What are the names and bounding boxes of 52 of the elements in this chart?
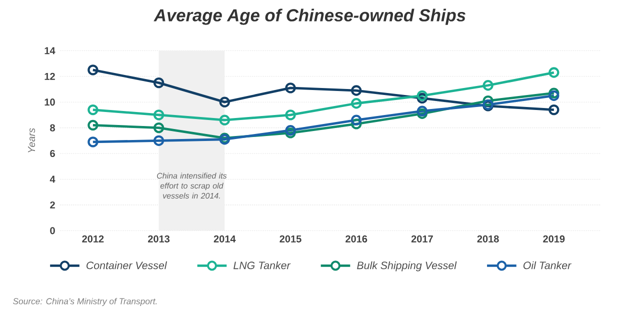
- y-tick-label: 10: [44, 98, 55, 106]
- x-tick-label: 2017: [411, 235, 433, 242]
- point: [548, 90, 560, 101]
- point: [416, 90, 428, 101]
- point: [88, 64, 98, 76]
- point: [153, 135, 164, 146]
- x-tick-label: 2016: [346, 235, 368, 242]
- y-tick-label: 14: [44, 47, 56, 54]
- x-tick-label: 2019: [543, 235, 565, 242]
- y-tick-label: 2: [50, 201, 55, 208]
- point: [548, 88, 560, 98]
- legend-label: Container Vessel: [86, 261, 168, 270]
- point: [351, 114, 362, 126]
- point: [482, 95, 494, 106]
- point: [88, 104, 98, 116]
- point: [219, 114, 230, 126]
- point: [285, 125, 296, 136]
- point: [219, 96, 230, 108]
- point: [285, 110, 296, 120]
- x-tick-label: 2014: [214, 235, 236, 242]
- point: [88, 136, 98, 148]
- x-tick-label: 2012: [82, 235, 104, 242]
- point: [351, 85, 362, 96]
- point: [285, 82, 296, 94]
- point: [548, 104, 560, 116]
- point: [351, 118, 362, 130]
- y-tick-label: 0: [50, 227, 55, 234]
- point: [153, 77, 164, 88]
- y-axis-title: Years: [28, 128, 36, 152]
- x-tick-label: 2013: [148, 235, 170, 242]
- point: [153, 110, 164, 120]
- legend-label: Bulk Shipping Vessel: [357, 261, 457, 272]
- point: [351, 98, 362, 109]
- y-tick-label: 12: [44, 72, 55, 80]
- chart-title: Average Age of Chinese-owned Ships: [154, 8, 466, 25]
- band-label: China intensified its effort to scrap old vessels in 2014.: [157, 172, 227, 199]
- x-tick-label: 2018: [477, 235, 499, 242]
- y-tick-label: 4: [50, 176, 56, 183]
- point: [416, 108, 428, 119]
- x-tick-label: 2015: [280, 235, 302, 242]
- point: [153, 122, 164, 134]
- legend-label: Oil Tanker: [523, 261, 572, 270]
- point: [548, 67, 560, 78]
- point: [416, 92, 428, 104]
- point: [482, 80, 494, 91]
- legend-label: LNG Tanker: [234, 261, 291, 270]
- point: [416, 106, 428, 116]
- point: [88, 120, 98, 131]
- point: [285, 128, 296, 138]
- y-tick-label: 8: [50, 124, 55, 132]
- source-note: Source: China’s Ministry of Transport.: [12, 298, 157, 306]
- y-tick-label: 6: [50, 150, 55, 158]
